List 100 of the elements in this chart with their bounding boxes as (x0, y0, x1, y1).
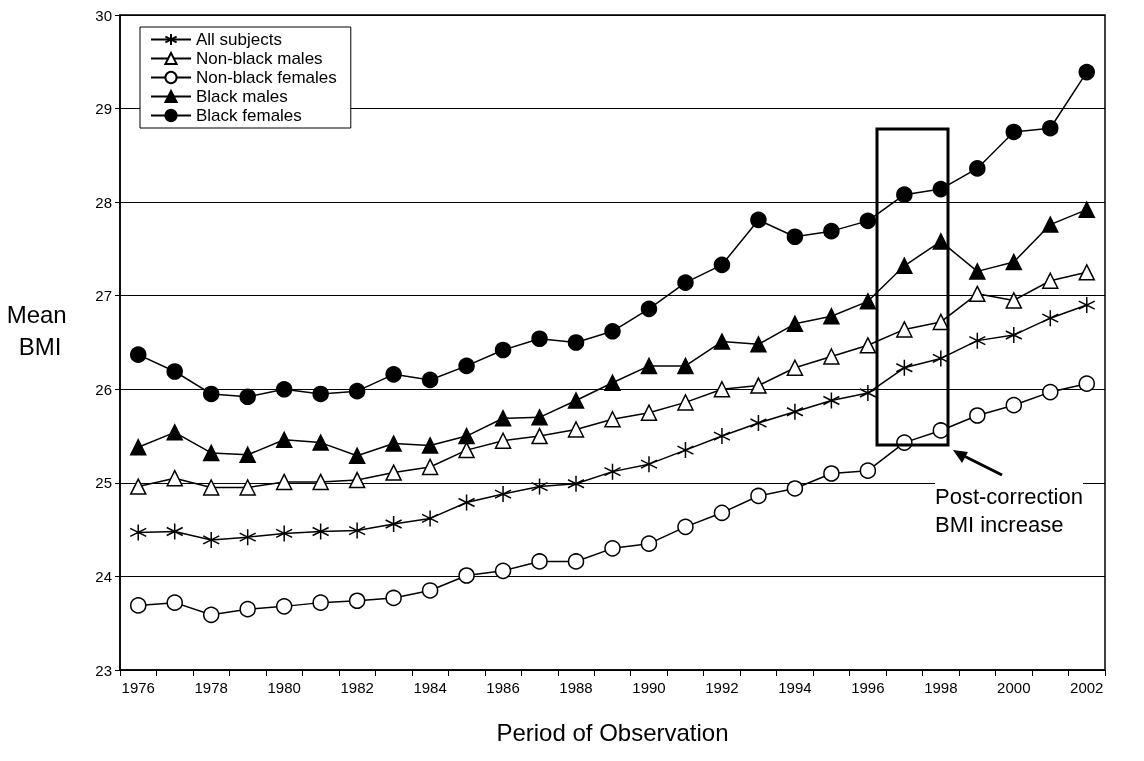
point (385, 589, 402, 607)
point (786, 315, 804, 333)
point (1005, 253, 1023, 271)
x-tick-label: 1996 (851, 679, 885, 696)
point (567, 392, 585, 409)
point (312, 434, 329, 451)
point (713, 333, 731, 350)
point (239, 600, 256, 618)
point (129, 439, 147, 456)
point (640, 404, 658, 421)
point (385, 435, 402, 452)
point (713, 504, 731, 522)
point (859, 384, 877, 402)
point (968, 331, 987, 350)
point (1078, 296, 1096, 314)
point (239, 388, 256, 406)
point (275, 524, 293, 543)
point (531, 330, 548, 347)
point (1078, 375, 1096, 392)
point (786, 480, 804, 497)
point (1042, 272, 1059, 289)
point (750, 377, 767, 394)
point (823, 222, 840, 240)
point (969, 263, 986, 280)
point (677, 518, 694, 536)
point (421, 437, 439, 454)
x-axis-title: Period of Observation (496, 718, 729, 746)
point (640, 455, 658, 473)
x-tick-label: 2002 (1070, 679, 1104, 696)
point (604, 323, 621, 340)
point (567, 553, 585, 570)
y-tick-label: 28 (95, 193, 112, 211)
point (823, 308, 840, 325)
point (239, 479, 256, 496)
point (348, 592, 366, 609)
point (129, 523, 147, 542)
point (786, 402, 804, 421)
point (750, 211, 767, 229)
point (932, 313, 950, 331)
point (202, 479, 220, 496)
point (458, 567, 475, 584)
point (567, 421, 585, 438)
point (969, 407, 986, 424)
point (1078, 264, 1096, 281)
point (1042, 119, 1059, 137)
point (130, 346, 147, 363)
y-tick-label: 26 (95, 380, 112, 398)
point (1005, 326, 1023, 344)
x-tick-label: 1986 (486, 679, 520, 696)
point (275, 381, 293, 398)
point (750, 487, 767, 505)
point (640, 357, 658, 375)
point (750, 336, 767, 353)
point (786, 359, 804, 377)
point (494, 341, 512, 359)
point (202, 385, 220, 403)
y-tick-label: 23 (95, 661, 112, 679)
point (458, 427, 475, 445)
point (1005, 292, 1023, 309)
point (239, 446, 256, 464)
point (1042, 216, 1059, 233)
x-tick-label: 1994 (778, 679, 812, 696)
point (823, 465, 840, 482)
point (202, 531, 220, 549)
x-tick-label: 1982 (340, 679, 374, 696)
point (859, 293, 877, 310)
point (859, 212, 877, 230)
point (275, 431, 293, 449)
point (458, 357, 475, 375)
point (421, 458, 439, 476)
point (677, 274, 694, 291)
point (677, 394, 694, 411)
point (859, 337, 877, 354)
point (1041, 309, 1060, 327)
point (166, 469, 183, 487)
point (896, 321, 913, 338)
point (385, 464, 402, 481)
x-tick-label: 2000 (997, 679, 1031, 696)
point (604, 410, 621, 428)
point (165, 522, 184, 541)
point (312, 473, 329, 491)
y-tick-label: 29 (95, 100, 112, 118)
point (1005, 123, 1023, 141)
legend-label: Black males (196, 87, 288, 106)
point (1005, 396, 1023, 414)
point (567, 334, 585, 351)
point (311, 522, 330, 541)
point (896, 257, 913, 275)
x-tick-label: 1980 (267, 679, 301, 696)
point (166, 424, 183, 441)
point (129, 478, 147, 495)
point (421, 509, 439, 528)
point (238, 528, 257, 546)
point (202, 444, 220, 462)
point (1078, 201, 1096, 218)
point (713, 427, 731, 445)
point (713, 256, 731, 274)
point (312, 594, 329, 611)
point (676, 441, 695, 459)
point (348, 382, 366, 400)
